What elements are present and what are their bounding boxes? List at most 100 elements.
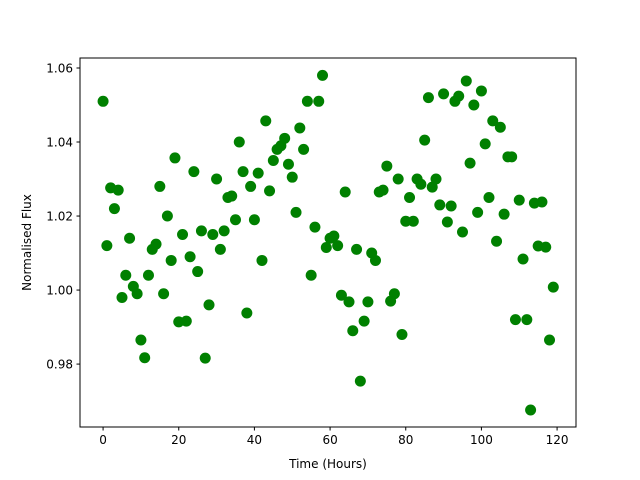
data-point xyxy=(513,194,525,206)
data-point xyxy=(229,214,241,226)
data-point xyxy=(290,206,302,218)
data-point xyxy=(422,92,434,104)
data-point xyxy=(544,334,556,346)
x-tick-label: 60 xyxy=(322,433,337,447)
data-point xyxy=(188,166,200,178)
data-point xyxy=(358,315,370,327)
data-point xyxy=(400,215,412,227)
data-point xyxy=(377,184,389,196)
data-point xyxy=(158,288,170,300)
data-point xyxy=(540,241,552,253)
y-axis: 0.98 1.00 1.02 1.04 1.06 xyxy=(46,61,80,372)
data-point xyxy=(313,95,325,107)
data-point xyxy=(165,254,177,266)
data-point xyxy=(392,173,404,185)
data-point xyxy=(525,404,537,416)
data-point xyxy=(131,288,143,300)
data-point xyxy=(335,289,347,301)
data-point xyxy=(139,352,151,364)
data-point xyxy=(343,296,355,308)
data-point xyxy=(252,167,264,179)
data-point xyxy=(279,132,291,144)
data-point xyxy=(434,199,446,211)
data-point xyxy=(506,151,518,163)
data-point xyxy=(468,99,480,111)
data-point xyxy=(226,190,238,202)
data-point xyxy=(445,200,457,212)
y-tick-label: 0.98 xyxy=(46,358,73,372)
data-point xyxy=(199,352,211,364)
data-point xyxy=(388,288,400,300)
data-point xyxy=(169,152,181,164)
data-point xyxy=(256,254,268,266)
y-tick-label: 1.02 xyxy=(46,210,73,224)
data-point xyxy=(112,184,124,196)
data-point xyxy=(381,160,393,172)
data-point xyxy=(214,243,226,255)
data-point xyxy=(351,243,363,255)
data-point xyxy=(245,180,257,192)
data-point xyxy=(233,136,245,148)
data-point xyxy=(547,281,559,293)
y-tick-label: 1.04 xyxy=(46,136,73,150)
y-tick-label: 1.00 xyxy=(46,284,73,298)
data-point xyxy=(195,225,207,237)
data-point xyxy=(320,241,332,253)
data-points xyxy=(97,69,559,416)
data-point xyxy=(154,180,166,192)
data-point xyxy=(184,251,196,263)
data-point xyxy=(207,229,219,241)
data-point xyxy=(456,226,468,238)
data-point xyxy=(97,95,109,107)
data-point xyxy=(475,85,487,97)
data-point xyxy=(441,216,453,228)
data-point xyxy=(339,186,351,198)
data-point xyxy=(309,221,321,233)
x-axis-label: Time (Hours) xyxy=(288,457,367,471)
x-axis: 0 20 40 60 80 100 120 xyxy=(99,427,569,447)
data-point xyxy=(294,122,306,134)
data-point xyxy=(101,240,113,252)
data-point xyxy=(362,296,374,308)
data-point xyxy=(135,334,147,346)
data-point xyxy=(347,325,359,337)
data-point xyxy=(282,158,294,170)
data-point xyxy=(438,88,450,100)
y-tick-label: 1.06 xyxy=(46,61,73,75)
data-point xyxy=(491,235,503,247)
data-point xyxy=(415,178,427,190)
x-tick-label: 80 xyxy=(398,433,413,447)
data-point xyxy=(332,240,344,252)
data-point xyxy=(404,192,416,204)
data-point xyxy=(369,254,381,266)
data-point xyxy=(305,269,317,281)
data-point xyxy=(264,185,276,197)
data-point xyxy=(407,215,419,227)
data-point xyxy=(177,229,189,241)
data-point xyxy=(120,269,132,281)
data-point xyxy=(521,314,533,326)
data-point xyxy=(354,375,366,387)
data-point xyxy=(328,230,340,242)
data-point xyxy=(241,307,253,319)
x-tick-label: 100 xyxy=(470,433,493,447)
data-point xyxy=(536,196,548,208)
data-point xyxy=(460,75,472,87)
x-tick-label: 0 xyxy=(99,433,107,447)
data-point xyxy=(317,69,329,81)
data-point xyxy=(218,225,230,237)
data-point xyxy=(108,203,120,215)
y-axis-label: Normalised Flux xyxy=(20,194,34,291)
x-tick-label: 20 xyxy=(171,433,186,447)
data-point xyxy=(286,171,298,183)
plot-frame xyxy=(79,57,577,428)
data-point xyxy=(248,214,260,226)
data-point xyxy=(180,315,192,327)
data-point xyxy=(298,143,310,155)
data-point xyxy=(487,115,499,127)
data-point xyxy=(517,253,529,265)
data-point xyxy=(150,238,162,250)
data-point xyxy=(419,134,431,146)
data-point xyxy=(479,138,491,150)
data-point xyxy=(203,299,215,311)
